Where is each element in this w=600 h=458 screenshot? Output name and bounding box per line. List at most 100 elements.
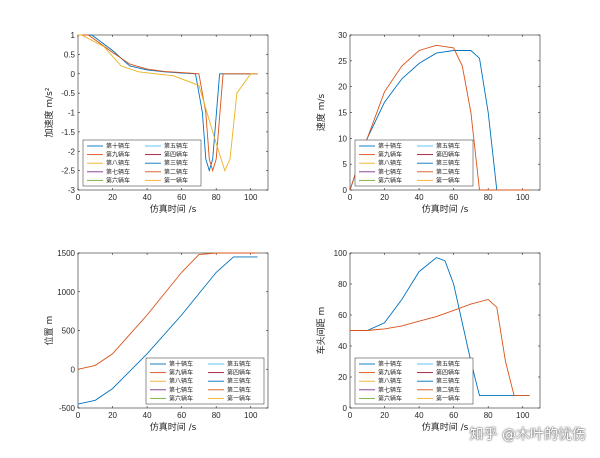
y-tick-label: 40 — [338, 342, 347, 351]
y-tick-label: 500 — [62, 327, 76, 336]
y-tick-label: 20 — [338, 83, 347, 92]
legend-label: 第六辆车 — [378, 394, 402, 402]
chart-panel-4: 0 20 40 60 80 100 0 20 40 60 80 100 仿真时间 /s 车头间距 m 第十辆… — [315, 249, 541, 433]
y-tick-label: -3 — [68, 186, 76, 195]
legend-label: 第七辆车 — [378, 386, 402, 394]
x-tick-label: 100 — [244, 193, 258, 202]
legend-label: 第六辆车 — [106, 176, 130, 184]
legend-label: 第四辆车 — [164, 151, 188, 159]
legend-label: 第一辆车 — [436, 176, 460, 184]
legend-label: 第五辆车 — [436, 142, 460, 150]
legend-label: 第八辆车 — [378, 159, 402, 167]
series-line — [350, 299, 530, 397]
y-tick-label: 0.5 — [64, 50, 76, 59]
legend-label: 第十辆车 — [106, 142, 130, 150]
legend-box — [354, 357, 474, 405]
y-tick-label: 1000 — [57, 288, 75, 297]
legend-label: 第一辆车 — [436, 394, 460, 402]
x-axis-label: 仿真时间 /s — [150, 203, 197, 215]
y-tick-label: 100 — [334, 249, 348, 258]
y-tick-label: -2 — [68, 147, 76, 156]
legend-label: 第二辆车 — [227, 386, 251, 394]
legend-label: 第二辆车 — [164, 168, 188, 176]
x-tick-label: 80 — [484, 193, 493, 202]
x-tick-label: 40 — [143, 193, 152, 202]
y-tick-label: 20 — [338, 373, 347, 382]
legend-label: 第十辆车 — [378, 142, 402, 150]
y-tick-label: 5 — [343, 160, 348, 169]
legend-label: 第二辆车 — [436, 168, 460, 176]
x-tick-label: 100 — [244, 411, 258, 420]
x-tick-label: 80 — [212, 193, 221, 202]
series-line — [349, 50, 530, 191]
x-tick-label: 60 — [449, 411, 458, 420]
legend-label: 第五辆车 — [227, 360, 251, 368]
x-tick-label: 40 — [415, 411, 424, 420]
watermark: 知乎 @木叶的忧伤 — [469, 427, 586, 443]
y-tick-label: 80 — [338, 280, 347, 289]
legend-label: 第八辆车 — [106, 159, 130, 167]
x-axis-label: 仿真时间 /s — [422, 203, 469, 215]
y-tick-label: 60 — [338, 311, 347, 320]
legend-label: 第四辆车 — [227, 369, 251, 377]
legend-label: 第六辆车 — [169, 394, 193, 402]
y-axis-label: 速度 m/s — [315, 94, 327, 132]
legend-label: 第六辆车 — [378, 176, 402, 184]
x-tick-label: 100 — [516, 193, 530, 202]
legend-label: 第七辆车 — [106, 168, 130, 176]
x-tick-label: 0 — [76, 193, 81, 202]
legend-label: 第三辆车 — [164, 159, 188, 167]
legend-label: 第九辆车 — [106, 151, 130, 159]
x-tick-label: 60 — [177, 411, 186, 420]
x-tick-label: 40 — [143, 411, 152, 420]
y-tick-label: 30 — [338, 31, 347, 40]
y-tick-label: -500 — [59, 404, 76, 413]
y-tick-label: 10 — [338, 134, 347, 143]
y-tick-label: 15 — [338, 109, 347, 118]
x-tick-label: 20 — [108, 193, 117, 202]
x-tick-label: 60 — [449, 193, 458, 202]
legend-label: 第三辆车 — [436, 159, 460, 167]
y-axis-label: 车头间距 m — [315, 307, 327, 355]
legend-label: 第二辆车 — [436, 386, 460, 394]
y-tick-label: 0 — [71, 70, 76, 79]
legend-label: 第三辆车 — [227, 377, 251, 385]
series-line — [350, 257, 530, 397]
y-tick-label: 0 — [343, 404, 348, 413]
legend-label: 第五辆车 — [164, 142, 188, 150]
y-tick-label: -1.5 — [61, 128, 75, 137]
legend-label: 第五辆车 — [436, 360, 460, 368]
y-tick-label: -2.5 — [61, 167, 75, 176]
x-tick-label: 0 — [76, 411, 81, 420]
x-tick-label: 40 — [415, 193, 424, 202]
series-line — [349, 44, 530, 191]
legend-label: 第十辆车 — [378, 360, 402, 368]
x-tick-label: 0 — [348, 411, 353, 420]
y-tick-label: 1 — [71, 31, 76, 40]
x-tick-label: 0 — [348, 193, 353, 202]
chart-panel-2: 0 20 40 60 80 100 0 5 10 15 20 25 30 仿真时间 /s 速度 m/s 第十辆… — [315, 31, 541, 215]
legend-label: 第九辆车 — [378, 369, 402, 377]
x-tick-label: 20 — [108, 411, 117, 420]
legend-label: 第四辆车 — [436, 151, 460, 159]
legend-label: 第七辆车 — [169, 386, 193, 394]
y-axis-label: 位置 m — [43, 316, 55, 346]
legend-label: 第七辆车 — [378, 168, 402, 176]
legend-label: 第一辆车 — [227, 394, 251, 402]
y-axis-label: 加速度 m/s² — [43, 87, 55, 137]
series-line — [78, 34, 258, 172]
legend-label: 第一辆车 — [164, 176, 188, 184]
x-tick-label: 20 — [380, 193, 389, 202]
series-line — [78, 34, 258, 173]
legend-label: 第十辆车 — [169, 360, 193, 368]
y-tick-label: 25 — [338, 57, 347, 66]
legend-label: 第八辆车 — [378, 377, 402, 385]
legend-label: 第四辆车 — [436, 369, 460, 377]
legend-label: 第三辆车 — [436, 377, 460, 385]
x-tick-label: 60 — [177, 193, 186, 202]
series-line — [77, 256, 258, 405]
x-tick-label: 80 — [212, 411, 221, 420]
x-tick-label: 20 — [380, 411, 389, 420]
